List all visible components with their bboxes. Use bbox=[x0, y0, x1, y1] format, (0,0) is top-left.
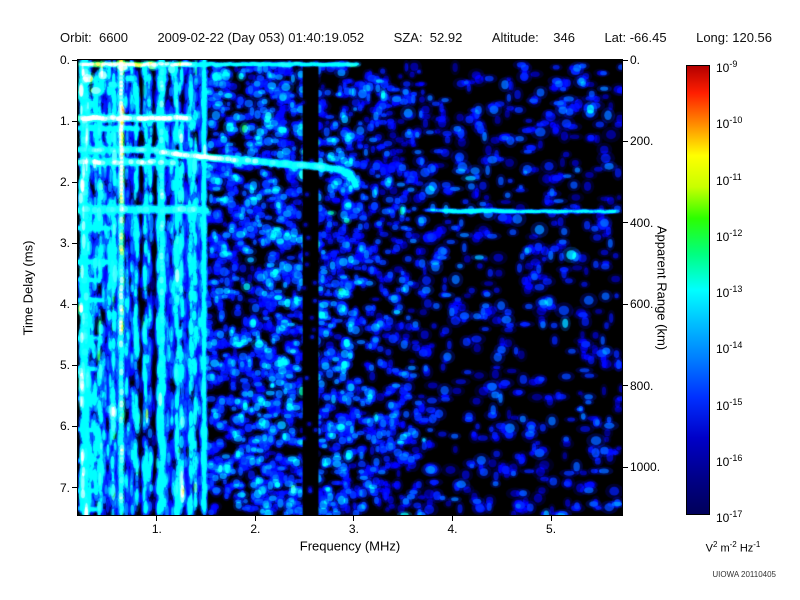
y-axis-tick-mark bbox=[72, 120, 77, 122]
y-axis-tick-mark bbox=[72, 181, 77, 183]
x-axis-tick-label: 4. bbox=[447, 522, 458, 536]
x-axis-tick-mark bbox=[451, 516, 453, 521]
y-axis-tick-mark bbox=[72, 242, 77, 244]
range-axis-tick-mark bbox=[623, 222, 628, 224]
x-axis-tick-label: 3. bbox=[348, 522, 359, 536]
header-field-altitude: Altitude: 346 bbox=[491, 30, 575, 45]
range-axis-tick-label: 800. bbox=[630, 378, 654, 393]
header-field-datetime: 2009-02-22 (Day 053) 01:40:19.052 bbox=[157, 30, 365, 45]
y-axis-tick-mark bbox=[72, 487, 77, 489]
credit-text: UIOWA 20110405 bbox=[712, 570, 776, 579]
range-axis-tick-label: 0. bbox=[630, 53, 641, 67]
y-axis-tick-mark bbox=[72, 303, 77, 305]
header-field-longitude: Long: 120.56 bbox=[696, 30, 772, 45]
colorbar-tick-label: 10-14 bbox=[716, 340, 743, 357]
x-axis-tick-label: 5. bbox=[546, 522, 557, 536]
x-axis-tick-mark bbox=[156, 516, 158, 521]
colorbar-tick-label: 10-15 bbox=[716, 396, 743, 413]
header-metadata: Orbit: 6600 2009-02-22 (Day 053) 01:40:19… bbox=[60, 30, 772, 45]
spectrogram-canvas bbox=[78, 60, 622, 515]
range-axis-tick-label: 200. bbox=[630, 134, 654, 149]
y-axis-tick-mark bbox=[72, 364, 77, 366]
colorbar-tick-label: 10-9 bbox=[716, 59, 738, 75]
x-axis-tick-mark bbox=[254, 516, 256, 521]
range-axis-tick-mark bbox=[623, 140, 628, 142]
y-axis-tick-mark bbox=[72, 425, 77, 427]
range-axis-tick-mark bbox=[623, 59, 628, 61]
colorbar bbox=[686, 65, 710, 515]
colorbar-tick-label: 10-10 bbox=[716, 115, 743, 132]
y-axis-tick-label: 5. bbox=[59, 358, 70, 373]
y-axis-tick-label: 7. bbox=[59, 480, 70, 495]
header-field-sza: SZA: 52.92 bbox=[393, 30, 463, 45]
colorbar-unit-label: V2 m-2 Hz-1 bbox=[705, 540, 761, 555]
y-axis-tick-mark bbox=[72, 59, 77, 61]
y-axis-title-left: Time Delay (ms) bbox=[20, 240, 36, 336]
range-axis-tick-mark bbox=[623, 303, 628, 305]
y-axis-tick-label: 0. bbox=[59, 53, 70, 67]
x-axis-tick-label: 2. bbox=[250, 522, 261, 536]
y-axis-title-right: Apparent Range (km) bbox=[654, 225, 670, 351]
x-axis-title: Frequency (MHz) bbox=[299, 538, 401, 554]
range-axis-tick-mark bbox=[623, 385, 628, 387]
x-axis-tick-label: 1. bbox=[151, 522, 162, 536]
colorbar-tick-label: 10-12 bbox=[716, 227, 743, 244]
y-axis-tick-label: 1. bbox=[59, 114, 70, 129]
colorbar-tick-label: 10-17 bbox=[716, 509, 743, 525]
colorbar-tick-label: 10-11 bbox=[716, 171, 742, 188]
y-axis-tick-label: 2. bbox=[59, 175, 70, 190]
range-axis-tick-label: 600. bbox=[630, 297, 654, 312]
header-field-latitude: Lat: -66.45 bbox=[604, 30, 667, 45]
x-axis-tick-mark bbox=[550, 516, 552, 521]
range-axis-tick-label: 400. bbox=[630, 215, 654, 230]
range-axis-tick-mark bbox=[623, 466, 628, 468]
y-axis-tick-label: 6. bbox=[59, 419, 70, 434]
header-field-orbit: Orbit: 6600 bbox=[60, 30, 128, 45]
y-axis-tick-label: 4. bbox=[59, 297, 70, 312]
x-axis-tick-mark bbox=[353, 516, 355, 521]
y-axis-tick-label: 3. bbox=[59, 236, 70, 251]
colorbar-tick-label: 10-16 bbox=[716, 452, 743, 469]
range-axis-tick-label: 1000. bbox=[630, 460, 661, 475]
colorbar-tick-label: 10-13 bbox=[716, 284, 743, 300]
